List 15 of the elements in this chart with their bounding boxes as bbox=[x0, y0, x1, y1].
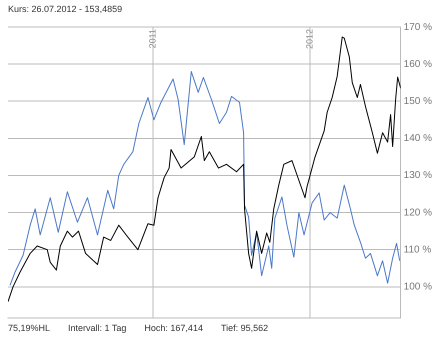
y-tick-label: 160 % bbox=[404, 58, 432, 70]
x-tick-label: 2011 bbox=[147, 29, 158, 48]
x-tick-label: 2012 bbox=[304, 29, 315, 50]
text: Tief: 95,562 bbox=[220, 323, 268, 333]
y-tick-label: 150 % bbox=[404, 96, 432, 107]
y-tick-label: 120 % bbox=[404, 207, 432, 218]
y-tick-label: 140 % bbox=[404, 133, 432, 144]
y-tick-label: 170 % bbox=[404, 22, 432, 33]
text: Hoch: 167,414 bbox=[144, 323, 203, 333]
y-tick-label: 100 % bbox=[404, 282, 432, 293]
text: 75,19%HL bbox=[8, 323, 50, 333]
y-tick-label: 110 % bbox=[404, 244, 432, 256]
chart-title: Kurs: 26.07.2012 - 153,4859 bbox=[8, 4, 122, 14]
y-tick-label: 130 % bbox=[404, 170, 432, 182]
text: Intervall: 1 Tag bbox=[68, 323, 126, 333]
